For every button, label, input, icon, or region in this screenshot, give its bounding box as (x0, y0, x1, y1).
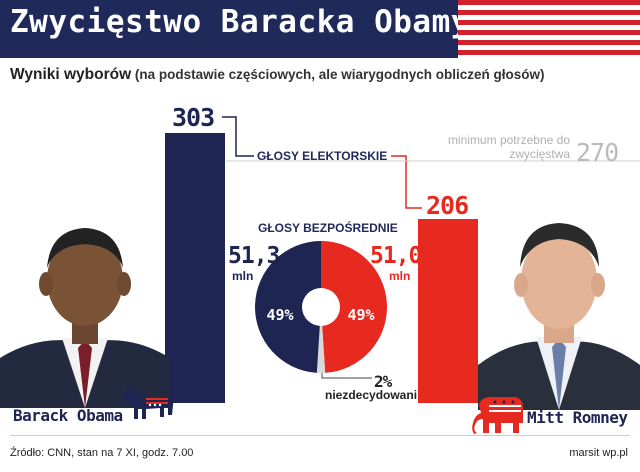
slice-label-romney: 49% (347, 306, 374, 324)
obama-photo (0, 228, 170, 408)
threshold-label: minimum potrzebne do zwycięstwa (447, 133, 570, 161)
slice-romney (321, 241, 388, 373)
popular-votes-obama-unit: mln (232, 269, 254, 283)
candidate-name-romney: Mitt Romney (527, 408, 628, 427)
slice-obama (254, 241, 321, 373)
threshold-value: 270 (576, 138, 619, 167)
subtitle-main: Wyniki wyborów (10, 66, 132, 83)
popular-vote-donut: 49% 49% (254, 241, 388, 373)
popular-votes-romney-unit: mln (389, 269, 411, 283)
slice-label-undecided: 2% (374, 372, 392, 391)
candidate-name-obama: Barack Obama (13, 406, 123, 425)
bar-obama (165, 133, 225, 403)
popular-votes-romney: 51,0 (370, 243, 422, 269)
footer-divider (10, 435, 630, 436)
popular-vote-label: GŁOSY BEZPOŚREDNIE (258, 221, 398, 235)
subtitle-note: (na podstawie częściowych, ale wiarygodn… (131, 67, 545, 82)
header-banner: Zwycięstwo Baracka Obamy (0, 0, 640, 58)
electoral-votes-label: GŁOSY ELEKTORSKIE (257, 149, 388, 163)
credit-note: marsit wp.pl (569, 447, 628, 459)
source-note: Źródło: CNN, stan na 7 XI, godz. 7.00 (10, 447, 194, 459)
slice-undecided (316, 307, 326, 373)
donut-hole (302, 288, 340, 326)
data-label-obama-electoral: 303 (172, 103, 215, 132)
slice-label-obama: 49% (266, 306, 293, 324)
bar-romney (418, 219, 478, 403)
data-label-romney-electoral: 206 (426, 191, 469, 220)
undecided-label: niezdecydowani (325, 388, 418, 402)
page-title: Zwycięstwo Baracka Obamy (10, 4, 470, 40)
chart-subtitle: Wyniki wyborów (na podstawie częściowych… (10, 66, 545, 84)
elephant-icon (472, 397, 523, 434)
donkey-icon (122, 384, 174, 419)
us-flag-stripes-icon (458, 0, 640, 58)
romney-photo (478, 223, 640, 410)
